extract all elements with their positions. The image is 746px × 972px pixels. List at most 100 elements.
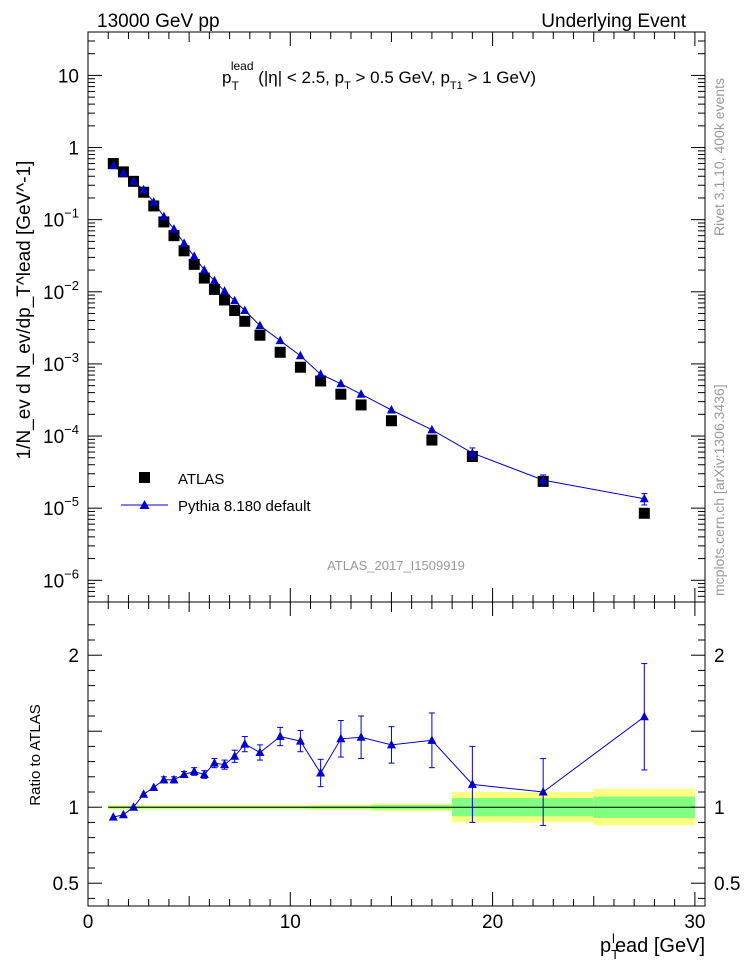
header-left: 13000 GeV pp [97,11,220,32]
pythia-point [295,350,305,360]
x-tick-label: 30 [684,912,705,933]
pythia-point [639,493,649,503]
ratio-y-tick-label-right: 2 [714,646,725,667]
x-tick-label: 10 [280,912,301,933]
ratio-y-tick-labels: 0.5 0.5 1 1 2 2 [53,646,741,895]
ratio-panel: 0.5 0.5 1 1 2 2 0 10 20 30 Ratio to ATLAS pTlead… [27,601,741,962]
pythia-point [427,424,437,434]
header-right: Underlying Event [541,11,686,32]
atlas-point [355,399,367,411]
atlas-point [188,258,200,270]
pythia-point [230,295,240,305]
ratio-point [179,769,189,779]
ratio-frame [87,601,706,907]
legend-pythia-label: Pythia 8.180 default [178,498,311,515]
pythia-point [159,211,169,221]
main-frame [87,31,706,603]
ratio-point [220,759,230,769]
main-y-tick-label: 10−2 [43,278,79,304]
main-y-tick-label: 10−5 [43,494,79,520]
ratio-point [316,768,326,777]
ratio-point [139,789,149,798]
atlas-points-layer [107,158,650,519]
main-x-ticks [87,32,696,602]
pythia-point [356,389,366,398]
ratio-point [189,766,199,775]
pythia-line-layer [112,165,645,500]
atlas-point [294,361,306,373]
atlas-point [148,200,160,212]
ratio-x-tick-labels: 0 10 20 30 [83,912,706,933]
ratio-point [209,758,219,767]
ratio-y-tick-label-left: 0.5 [53,874,79,895]
main-y-tick-label: 10−4 [43,422,79,448]
x-tick-label: 0 [83,912,94,933]
main-y-tick-label: 10−1 [43,206,79,232]
pythia-point [220,286,230,295]
ratio-series-layer [108,663,649,826]
mcplots-label: mcplots.cern.ch [arXiv:1306.3436] [711,384,727,596]
ratio-point [159,774,169,784]
main-y-ticks [88,31,705,603]
plot-title: pTlead (|η| < 2.5, pT > 0.5 GeV, pT1 > 1… [222,59,536,93]
atlas-point [178,245,190,257]
atlas-point [638,507,650,519]
ratio-y-tick-label-left: 1 [68,798,79,819]
ratio-point [386,739,396,749]
pythia-point [275,335,285,345]
ratio-point [467,779,477,788]
pythia-points-layer [108,160,649,506]
pythia-point [209,275,219,285]
pythia-point [240,305,250,315]
pythia-point [316,369,326,378]
ratio-point [118,809,128,819]
ratio-y-tick-label-right: 0.5 [714,874,740,895]
atlas-point [335,388,347,400]
atlas-point [198,272,210,284]
ratio-ticks [87,602,705,906]
pythia-curve [112,165,645,500]
pythia-point [189,251,199,260]
atlas-point [254,329,266,341]
pythia-point [129,176,139,185]
ratio-point [275,731,285,741]
legend-atlas-label: ATLAS [178,471,224,488]
analysis-watermark: ATLAS_2017_I1509919 [327,558,465,573]
ratio-y-axis-label: Ratio to ATLAS [27,704,44,805]
pythia-point [538,475,548,484]
x-tick-label: 20 [482,912,503,933]
atlas-point [168,230,180,242]
ratio-y-tick-label-right: 1 [714,798,725,819]
legend-atlas-marker [139,472,150,483]
ratio-y-tick-label-left: 2 [68,646,79,667]
atlas-point [219,294,231,306]
ratio-point [336,733,346,743]
pythia-point [118,168,128,177]
main-panel: 10 1 10−1 10−2 10−3 10−4 10−5 10−6 pTlead (|η| … [14,31,706,603]
main-y-axis-label: 1/N_ev d N_ev/dp_T^lead [GeV^-1] [14,161,35,460]
ratio-point [199,769,209,779]
ratio-point [538,787,548,796]
ratio-point [255,747,265,756]
legend: ATLAS Pythia 8.180 default [121,471,311,515]
main-y-tick-label: 10−6 [43,566,79,592]
pythia-point [199,265,209,274]
main-y-tick-labels: 10 1 10−1 10−2 10−3 10−4 10−5 10−6 [43,66,79,592]
ratio-point [108,812,118,821]
rivet-label: Rivet 3.1.10, 400k events [711,78,727,236]
ratio-point [149,782,159,791]
main-y-tick-label: 1 [68,139,79,160]
pythia-point [336,378,346,388]
atlas-point [239,315,251,327]
pythia-point [467,448,477,457]
ratio-point [129,802,139,811]
ratio-uncertainty-bands [108,788,695,826]
main-y-tick-label: 10−3 [43,350,79,376]
atlas-point [426,434,438,446]
ratio-point [295,736,305,745]
atlas-point [229,305,241,317]
atlas-point [274,346,286,358]
atlas-point [208,283,220,295]
legend-pythia-marker [139,500,150,509]
